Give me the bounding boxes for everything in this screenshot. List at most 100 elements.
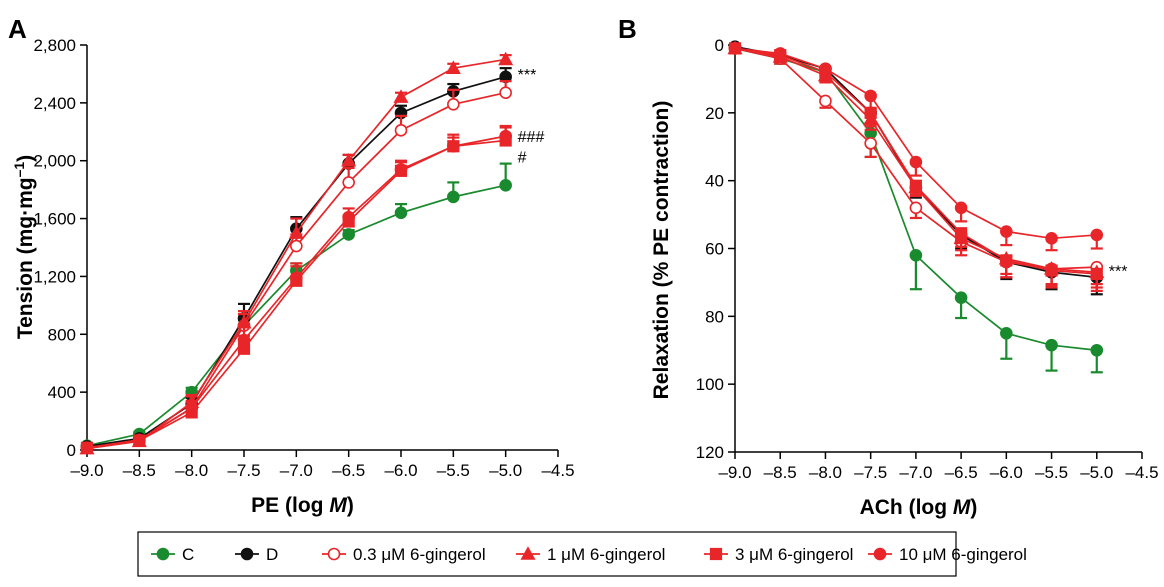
x-axis-title-text: PE (log [251, 494, 329, 517]
y-tick-label: 400 [48, 383, 76, 402]
data-point [499, 129, 512, 143]
y-tick-label: 2,800 [33, 36, 76, 55]
legend-marker [327, 547, 341, 561]
data-point [1045, 232, 1058, 245]
y-tick-label: 120 [696, 443, 724, 462]
y-axis-title-sup: –1 [11, 162, 27, 178]
panel-label: A [8, 14, 27, 44]
data-point [394, 206, 408, 220]
y-axis-title: Tension (mg·mg–1) [11, 155, 37, 339]
data-point [954, 291, 968, 304]
x-tick-label: –4.5 [541, 461, 574, 480]
series-5 [80, 126, 512, 455]
y-tick-label: 0 [67, 441, 76, 460]
data-point [445, 60, 461, 74]
data-point [1000, 225, 1013, 238]
data-point [499, 179, 512, 192]
legend-label: 1 μM 6-gingerol [547, 545, 665, 564]
x-tick-label: –6.5 [332, 461, 365, 480]
data-point [909, 155, 923, 169]
y-tick-label: 1,600 [33, 210, 76, 229]
x-axis-title-close: ) [347, 494, 354, 517]
y-axis-title: Relaxation (% PE contraction) [650, 101, 673, 400]
series-4 [80, 124, 512, 454]
y-axis-title-close: ) [14, 155, 37, 162]
data-point [819, 62, 832, 76]
data-point [728, 42, 742, 55]
series-3 [79, 51, 514, 455]
data-point [954, 201, 968, 215]
legend-item-3: 1 μM 6-gingerol [516, 545, 665, 564]
data-point [288, 225, 304, 239]
series-line [86, 135, 506, 449]
series-4 [728, 42, 1103, 292]
data-point [864, 89, 877, 103]
data-point [1045, 338, 1058, 352]
data-point [773, 47, 787, 60]
data-point [499, 86, 512, 100]
legend-item-2: 0.3 μM 6-gingerol [322, 545, 486, 564]
data-point [1000, 326, 1013, 340]
y-tick-label: 1,200 [33, 267, 76, 286]
legend-marker [240, 547, 254, 561]
data-point [447, 98, 460, 111]
data-point [342, 176, 355, 189]
data-point [1090, 228, 1104, 242]
series-line [734, 47, 1097, 352]
legend-item-5: 10 μM 6-gingerol [868, 545, 1027, 564]
series-line [86, 139, 506, 449]
x-tick-label: –8.5 [764, 463, 797, 482]
data-point [955, 227, 968, 240]
series-line [86, 58, 506, 450]
significance-annotation: # [518, 149, 527, 166]
significance-annotation: *** [1109, 264, 1128, 281]
panel-a: A –9.0 –8.5 –8.0 –7.5 –7.0 –6.5 –6.0 –5.5 –5.0 –4.… [8, 14, 575, 517]
data-point [185, 401, 198, 415]
series-line [86, 76, 506, 448]
data-point [394, 124, 408, 137]
legend-item-0: C [151, 545, 194, 564]
series-1 [80, 67, 512, 453]
data-point [342, 210, 355, 224]
x-tick-label: –7.0 [899, 463, 932, 482]
data-point [819, 94, 832, 108]
x-axis-title-close: ) [970, 496, 977, 519]
x-tick-label: –6.5 [945, 463, 978, 482]
x-tick-label: –6.0 [990, 463, 1023, 482]
legend-label: 10 μM 6-gingerol [899, 545, 1027, 564]
y-tick-label: 80 [705, 307, 724, 326]
y-axis-title-text: Tension (mg·mg [14, 177, 37, 339]
y-tick-label: 2,400 [33, 94, 76, 113]
x-tick-label: –7.0 [280, 461, 313, 480]
x-tick-label: –8.5 [123, 461, 156, 480]
data-point [1090, 267, 1103, 281]
legend-item-4: 3 μM 6-gingerol [704, 545, 853, 564]
legend: C D 0.3 μM 6-gingerol 1 μM 6-gingerol 3 μM 6… [137, 531, 1027, 577]
series-0 [80, 162, 512, 452]
data-point [393, 89, 409, 103]
data-point [1000, 254, 1013, 267]
data-point [394, 163, 408, 176]
data-point [864, 137, 877, 150]
x-tick-label: –5.5 [437, 461, 470, 480]
x-axis-title: ACh (log M) [860, 496, 978, 519]
panel-b: B –9.0 –8.5 –8.0 –7.5 –7.0 –6.5 –6.0 –5.5 –5.0 –4.… [618, 14, 1159, 519]
x-tick-label: –5.5 [1035, 463, 1068, 482]
series-5 [728, 42, 1104, 252]
significance-annotation: ### [518, 129, 545, 146]
y-tick-label: 0 [715, 36, 724, 55]
legend-marker [709, 547, 723, 561]
data-point [133, 434, 146, 447]
data-point [290, 271, 303, 285]
panel-label: B [618, 14, 637, 44]
data-point [290, 239, 303, 253]
legend-label: 3 μM 6-gingerol [735, 545, 853, 564]
data-point [909, 179, 922, 192]
x-tick-label: –7.5 [854, 463, 887, 482]
x-tick-label: –5.0 [1080, 463, 1113, 482]
legend-label: C [182, 545, 194, 564]
x-tick-label: –9.0 [718, 463, 751, 482]
data-point [909, 201, 923, 215]
